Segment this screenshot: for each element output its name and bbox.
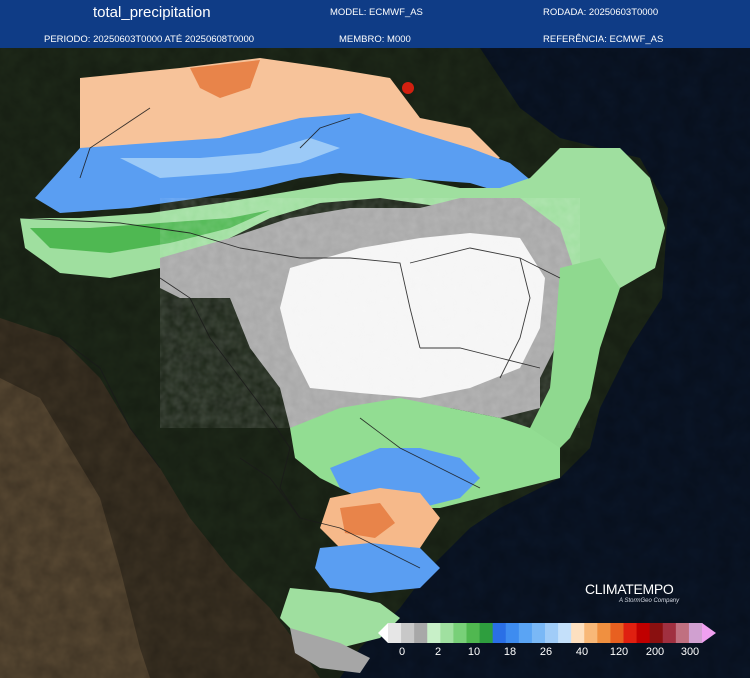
colorbar-left-arrow [378,623,388,643]
colorbar-swatch [453,623,467,643]
precip-south-blue [315,543,440,593]
logo-tagline: A StormGeo Company [619,598,680,604]
colorbar-swatch [610,623,624,643]
colorbar-swatch [623,623,638,643]
model-label: MODEL: ECMWF_AS [330,7,423,18]
colorbar-swatch [518,623,533,643]
colorbar-right-arrow [702,623,716,643]
membro-label: MEMBRO: M000 [339,34,411,45]
colorbar-swatch [688,623,703,643]
rodada-label: RODADA: 20250603T0000 [543,7,659,18]
climatempo-logo: CLIMATEMPO A StormGeo Company [585,581,679,604]
header-bar: total_precipitation MODEL: ECMWF_AS RODA… [0,0,750,48]
border-lines [19,107,561,569]
colorbar-swatch [584,623,598,643]
precip-south-orange-dark [340,503,395,538]
precip-green-band [20,148,665,338]
colorbar-tick-label: 40 [575,646,589,658]
colorbar-swatch [479,623,494,643]
precipitation-colorbar [378,623,716,643]
colorbar-tick-label: 10 [467,646,481,658]
product-title: total_precipitation [93,4,211,21]
colorbar-swatch [401,623,415,643]
colorbar-swatch [505,623,520,643]
colorbar-swatch [466,623,481,643]
colorbar-swatch [649,623,664,643]
colorbar-swatch [636,623,651,643]
logo-name: CLIMATEMPO [585,581,674,597]
precip-south-gray [290,628,370,673]
colorbar-tick-label: 300 [680,646,700,658]
colorbar-swatch [558,623,572,643]
colorbar-swatch [440,623,454,643]
colorbar-swatch [531,623,546,643]
colorbar-swatch [427,623,441,643]
colorbar-swatch [388,623,402,643]
precip-north-darkorange [190,60,260,98]
precip-amazon-blue-light [120,138,340,178]
colorbar-swatch [492,623,507,643]
colorbar-swatch [675,623,690,643]
precip-red-spot [402,82,414,94]
central-speckle [160,198,580,428]
colorbar-swatch [414,623,428,643]
colorbar-tick-label: 26 [539,646,553,658]
colorbar-swatch [545,623,559,643]
precipitation-map[interactable] [0,48,750,678]
colorbar-swatch [597,623,611,643]
precip-south-green [280,588,400,648]
referencia-label: REFERÊNCIA: ECMWF_AS [543,34,664,45]
colorbar-tick-label: 200 [645,646,665,658]
periodo-label: PERIODO: 20250603T0000 ATÉ 20250608T0000 [44,34,255,45]
colorbar-tick-label: 18 [503,646,517,658]
colorbar-tick-label: 2 [434,646,442,658]
colorbar-tick-label: 120 [609,646,629,658]
colorbar-ticks: 0 2 10 18 26 40 120 200 300 [0,646,750,660]
colorbar-swatch [571,623,585,643]
colorbar-tick-label: 0 [398,646,406,658]
colorbar-swatch [662,623,677,643]
